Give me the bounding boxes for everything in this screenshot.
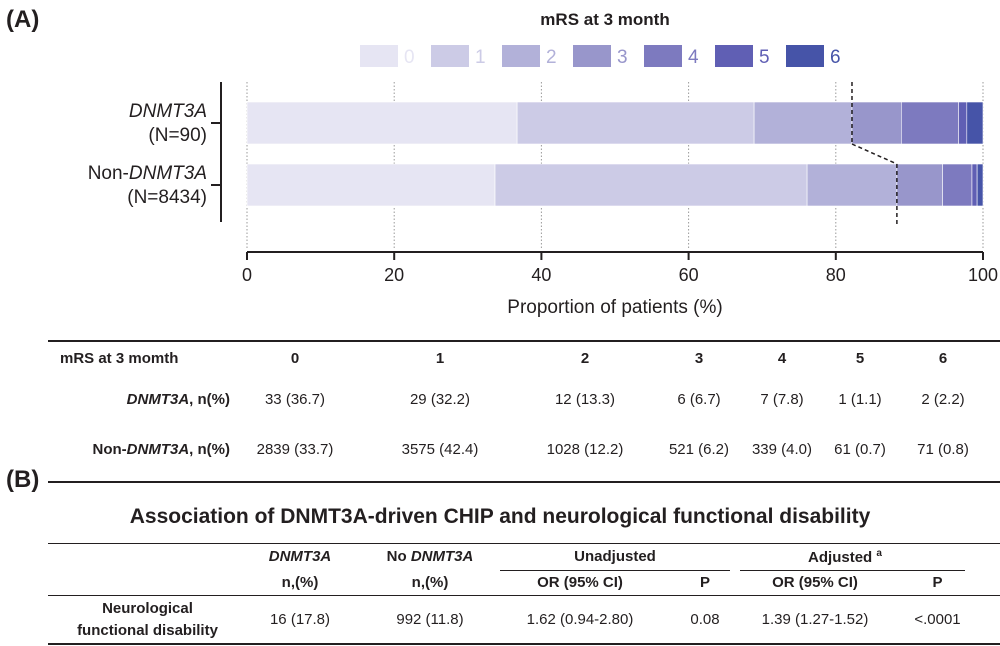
bar-0-mrs-3 xyxy=(851,101,902,145)
legend-swatch-5 xyxy=(715,45,753,67)
y-label-1: Non-DNMT3A xyxy=(88,163,207,184)
table-a-row-label-1: Non-DNMT3A, n(%) xyxy=(92,441,230,458)
legend-label-4: 4 xyxy=(688,47,699,68)
table-a-cell-1-6: 71 (0.8) xyxy=(917,441,969,458)
y-label-0: DNMT3A xyxy=(129,101,207,122)
table-a-header-label: mRS at 3 momth xyxy=(60,350,179,367)
table-a-cell-0-1: 29 (32.2) xyxy=(409,391,471,408)
panel-b-label: (B) xyxy=(6,466,40,493)
legend-label-6: 6 xyxy=(830,47,841,68)
table-b-title: Association of DNMT3A-driven CHIP and ne… xyxy=(129,505,871,528)
table-b-p-adjusted: P xyxy=(932,574,943,591)
y-label-n-1: (N=8434) xyxy=(127,187,207,208)
table-a-cell-1-3: 521 (6.2) xyxy=(668,441,730,458)
bar-0-mrs-2 xyxy=(753,101,853,145)
bar-1-mrs-6 xyxy=(976,163,984,207)
table-b-n-pct-2: n,(%) xyxy=(411,574,449,591)
y-axis: DNMT3A (N=90) Non-DNMT3A (N=8434) xyxy=(88,82,222,222)
table-b-value-or-unadjusted: 1.62 (0.94-2.80) xyxy=(526,611,634,628)
table-b-value-p-unadjusted: 0.08 xyxy=(690,611,720,628)
table-a-cell-1-0: 2839 (33.7) xyxy=(256,441,334,458)
legend-swatch-6 xyxy=(786,45,824,67)
chart-legend: 0 1 2 3 4 5 6 xyxy=(360,45,841,68)
table-a-cell-0-4: 7 (7.8) xyxy=(760,391,804,408)
bar-1-mrs-0 xyxy=(246,163,496,207)
table-b-adjusted: Adjusted a xyxy=(808,548,882,566)
bar-0-mrs-1 xyxy=(516,101,755,145)
x-tick-label-0: 0 xyxy=(242,265,252,285)
table-a-cell-1-4: 339 (4.0) xyxy=(751,441,813,458)
bar-1-mrs-2 xyxy=(806,163,898,207)
table-a-cell-0-0: 33 (36.7) xyxy=(264,391,326,408)
table-b-or-unadjusted: OR (95% CI) xyxy=(537,574,623,591)
bar-0-mrs-5 xyxy=(958,101,968,145)
table-a-header-mrs-0: 0 xyxy=(290,350,300,367)
table-a-cell-0-2: 12 (13.3) xyxy=(554,391,616,408)
table-a-cell-0-3: 6 (6.7) xyxy=(677,391,721,408)
table-b-unadjusted-rule xyxy=(500,570,730,571)
bar-0-mrs-6 xyxy=(966,101,984,145)
table-b-value-dnmt3a: 16 (17.8) xyxy=(269,611,331,628)
table-b-p-unadjusted: P xyxy=(699,574,710,591)
legend-label-0: 0 xyxy=(404,47,415,68)
table-b-bottom-rule xyxy=(48,643,1000,645)
table-b-or-adjusted: OR (95% CI) xyxy=(772,574,858,591)
table-b-row-label-2: functional disability xyxy=(77,622,218,639)
x-tick-label-20: 20 xyxy=(384,265,404,285)
table-b-row-label-1: Neurological xyxy=(102,600,193,617)
legend-label-1: 1 xyxy=(475,47,486,68)
table-a-cell-0-6: 2 (2.2) xyxy=(921,391,965,408)
table-b-col-dnmt3a: DNMT3A xyxy=(268,548,332,565)
stacked-bar-chart: mRS at 3 month 0 1 2 3 4 5 6 DNMT3A (N=90) Non-D… xyxy=(88,10,998,318)
cutoff-segment-diagonal xyxy=(851,143,898,165)
table-a-row-label-0: DNMT3A, n(%) xyxy=(126,391,230,408)
bar-1-mrs-3 xyxy=(896,163,943,207)
cutoff-dashed-line xyxy=(851,82,898,224)
legend-swatch-0 xyxy=(360,45,398,67)
table-b-value-no-dnmt3a: 992 (11.8) xyxy=(396,611,464,628)
chart-title: mRS at 3 month xyxy=(540,10,669,29)
x-axis: 0 20 40 60 80 100 xyxy=(242,251,998,285)
table-a-header-mrs-1: 1 xyxy=(435,350,445,367)
bar-1-mrs-4 xyxy=(942,163,973,207)
table-a-cell-1-1: 3575 (42.4) xyxy=(401,441,479,458)
x-tick-label-60: 60 xyxy=(679,265,699,285)
legend-swatch-3 xyxy=(573,45,611,67)
legend-swatch-2 xyxy=(502,45,540,67)
x-tick-label-40: 40 xyxy=(531,265,551,285)
legend-label-5: 5 xyxy=(759,47,770,68)
table-a-cell-0-5: 1 (1.1) xyxy=(838,391,882,408)
table-b-n-pct-1: n,(%) xyxy=(281,574,319,591)
chart-bars xyxy=(246,101,984,207)
table-a-header-mrs-3: 3 xyxy=(694,350,704,367)
table-a-header-mrs-2: 2 xyxy=(580,350,590,367)
table-a-header-mrs-4: 4 xyxy=(777,350,787,367)
x-tick-label-100: 100 xyxy=(968,265,998,285)
table-b-top-rule xyxy=(48,481,1000,483)
legend-swatch-1 xyxy=(431,45,469,67)
bar-0-mrs-4 xyxy=(901,101,960,145)
x-axis-label: Proportion of patients (%) xyxy=(507,297,722,318)
legend-label-3: 3 xyxy=(617,47,628,68)
table-b-value-or-adjusted: 1.39 (1.27-1.52) xyxy=(761,611,869,628)
table-b-adjusted-rule xyxy=(740,570,965,571)
table-a-top-rule xyxy=(48,340,1000,342)
legend-swatch-4 xyxy=(644,45,682,67)
table-b-value-p-adjusted: <.0001 xyxy=(914,611,961,628)
table-a-header-mrs-5: 5 xyxy=(855,350,865,367)
table-a-cell-1-2: 1028 (12.2) xyxy=(546,441,624,458)
legend-label-2: 2 xyxy=(546,47,557,68)
table-b-unadjusted: Unadjusted xyxy=(574,548,656,565)
table-b-subheader-rule xyxy=(48,595,1000,596)
table-a-header-mrs-6: 6 xyxy=(938,350,948,367)
bar-1-mrs-1 xyxy=(494,163,808,207)
y-label-n-0: (N=90) xyxy=(148,125,207,146)
x-tick-label-80: 80 xyxy=(826,265,846,285)
table-b-header-rule xyxy=(48,543,1000,544)
table-a-cell-1-5: 61 (0.7) xyxy=(834,441,886,458)
bar-0-mrs-0 xyxy=(246,101,518,145)
panel-a-label: (A) xyxy=(6,6,40,33)
table-b-col-no-dnmt3a: No DNMT3A xyxy=(386,548,474,565)
bar-1-mrs-5 xyxy=(971,163,978,207)
